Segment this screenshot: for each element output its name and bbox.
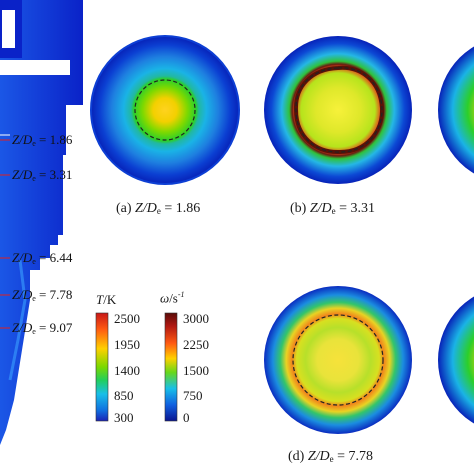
panel-a-contour xyxy=(90,35,240,185)
z-label-5-symbol: Z/D xyxy=(12,320,33,335)
caption-d-value: = 7.78 xyxy=(337,449,374,464)
z-label-1-symbol: Z/D xyxy=(12,132,33,147)
colorbar-T-var: T xyxy=(96,292,104,307)
z-label-2-symbol: Z/D xyxy=(12,167,33,182)
caption-panel-b: (b) Z/De = 3.31 xyxy=(290,202,375,216)
z-marker-lines xyxy=(0,139,10,329)
z-label-3-sub: e xyxy=(32,257,36,266)
caption-panel-a: (a) Z/De = 1.86 xyxy=(116,202,200,216)
caption-d-symbol: Z/D xyxy=(307,449,330,464)
caption-d-prefix: (d) xyxy=(288,449,305,464)
colorbar-T-title: T/K xyxy=(96,293,116,306)
z-label-4-symbol: Z/D xyxy=(12,287,33,302)
colorbar-omega-tick: 1500 xyxy=(183,363,209,378)
z-label-2: Z/De = 3.31 xyxy=(12,168,72,183)
z-label-1-sub: e xyxy=(32,139,36,148)
caption-b-sub: e xyxy=(331,206,336,216)
colorbar-T-tick: 2500 xyxy=(114,311,140,326)
panel-b-contour xyxy=(264,36,412,184)
caption-a-sub: e xyxy=(156,206,161,216)
z-label-5: Z/De = 9.07 xyxy=(12,321,72,336)
caption-d-sub: e xyxy=(329,454,334,464)
combustor-side-view xyxy=(0,0,83,445)
colorbar-T-tick: 300 xyxy=(114,410,134,425)
z-label-3-value: = 6.44 xyxy=(39,250,73,265)
z-label-3-symbol: Z/D xyxy=(12,250,33,265)
z-label-2-sub: e xyxy=(32,174,36,183)
z-label-5-sub: e xyxy=(32,327,36,336)
colorbar-omega-var: ω xyxy=(160,290,170,306)
colorbar-omega-unit: /s xyxy=(169,290,178,306)
panel-c-contour-partial xyxy=(438,46,474,174)
caption-b-prefix: (b) xyxy=(290,201,307,216)
z-label-4: Z/De = 7.78 xyxy=(12,288,72,303)
colorbar-T-tick: 1950 xyxy=(114,337,140,352)
colorbar-T-tick: 850 xyxy=(114,388,134,403)
z-label-3: Z/De = 6.44 xyxy=(12,251,72,266)
panel-e-contour-partial xyxy=(438,296,474,424)
inlet-white-block xyxy=(2,10,15,48)
colorbar-omega-exp: -1 xyxy=(177,290,185,299)
colorbar-omega-tick: 0 xyxy=(183,410,190,425)
z-label-4-value: = 7.78 xyxy=(39,287,73,302)
caption-a-symbol: Z/D xyxy=(135,201,157,216)
colorbar-omega-tick: 750 xyxy=(183,388,203,403)
colorbar-temperature xyxy=(95,312,109,422)
colorbar-omega-tick: 3000 xyxy=(183,311,209,326)
colorbar-T-unit: /K xyxy=(103,292,117,307)
colorbar-omega xyxy=(164,312,178,422)
panel-d-contour xyxy=(264,286,412,434)
z-label-4-sub: e xyxy=(32,294,36,303)
colorbar-T-tick: 1400 xyxy=(114,363,140,378)
caption-b-value: = 3.31 xyxy=(339,201,376,216)
caption-b-symbol: Z/D xyxy=(309,201,332,216)
z-label-5-value: = 9.07 xyxy=(39,320,73,335)
z-label-2-value: = 3.31 xyxy=(39,167,73,182)
colorbar-omega-tick: 2250 xyxy=(183,337,209,352)
caption-a-prefix: (a) xyxy=(116,201,132,216)
colorbar-omega-title: ω/s-1 xyxy=(160,290,185,306)
caption-a-value: = 1.86 xyxy=(164,201,201,216)
caption-panel-d: (d) Z/De = 7.78 xyxy=(288,450,373,464)
z-label-1: Z/De = 1.86 xyxy=(12,133,72,148)
z-label-1-value: = 1.86 xyxy=(39,132,73,147)
